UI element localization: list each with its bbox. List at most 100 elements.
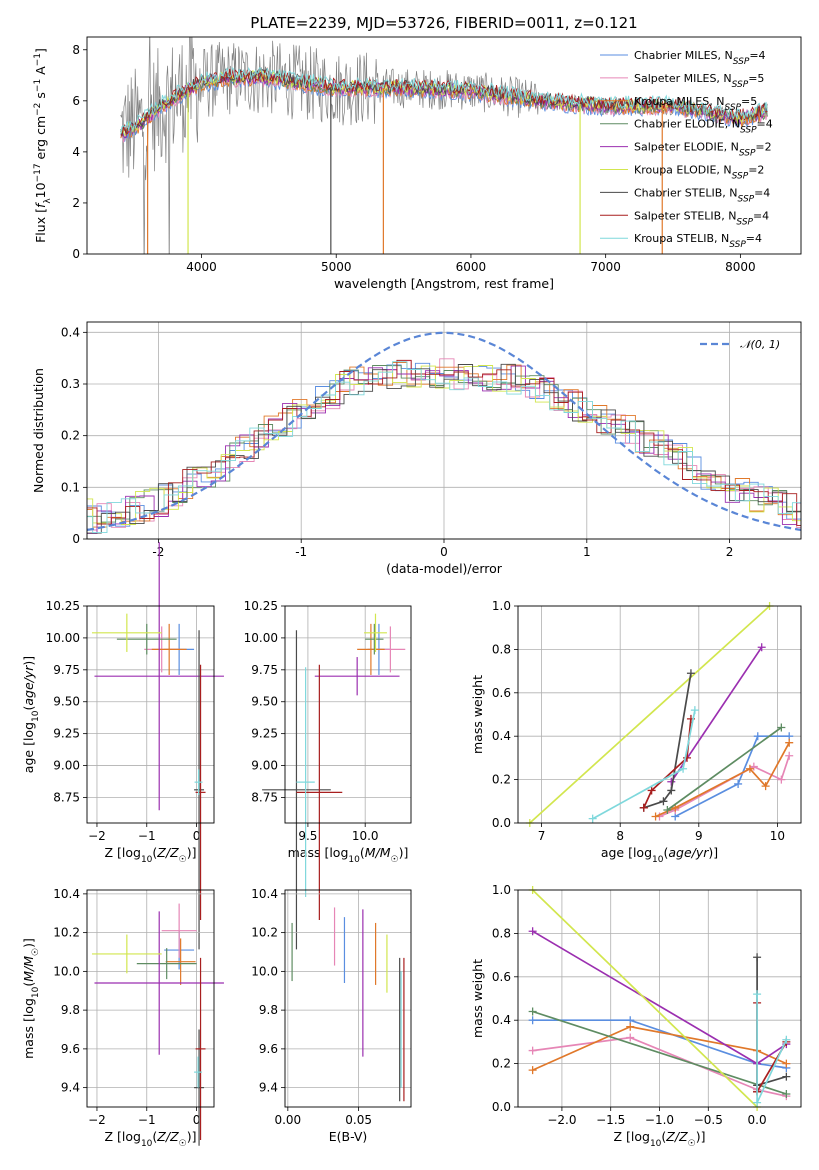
ytick-label-0-0: 0 [72, 247, 80, 261]
ytick-label-1-3: 0.3 [61, 377, 80, 391]
weight-marker-7-6-0 [753, 953, 762, 962]
ytick-label-1-0: 0 [72, 532, 80, 546]
xtick-label-0-2: 6000 [456, 260, 487, 274]
xtick-label-0-3: 7000 [590, 260, 621, 274]
ytick-label-0-3: 6 [72, 94, 80, 108]
weight-marker-4-8-2 [690, 706, 699, 715]
residual-hist-2 [87, 362, 801, 528]
weight-marker-4-7-1 [647, 786, 656, 795]
ytick-label-2-0: 8.75 [53, 790, 80, 804]
ytick-label-7-5: 1.0 [492, 883, 511, 897]
ytick-label-6-2: 9.8 [259, 1003, 278, 1017]
model-spectrum-6 [120, 68, 768, 137]
weight-marker-4-2-3 [761, 782, 770, 791]
xtick-label-4-3: 10 [770, 829, 785, 843]
ytick-label-0-1: 2 [72, 196, 80, 210]
weight-line-4-6 [643, 673, 692, 809]
ytick-label-2-5: 10.00 [46, 631, 80, 645]
ylabel-7: mass weight [470, 959, 485, 1038]
panel-4: 7 8 9 10 0.0 0.2 0.4 0.6 0.8 1.0 age [log10(age/yr… [470, 599, 802, 865]
gaussian-curve [86, 331, 802, 531]
legend-label-5: Kroupa ELODIE, NSSP=2 [634, 164, 764, 182]
weight-marker-7-6-3 [782, 1072, 791, 1081]
ylabel-2: age [log10(age/yr)] [21, 656, 41, 773]
ytick-label-7-1: 0.2 [492, 1057, 511, 1071]
weight-marker-4-3-1 [777, 723, 786, 732]
ytick-label-4-3: 0.6 [492, 686, 511, 700]
xtick-label-1-0: -2 [152, 545, 164, 559]
weight-marker-7-1-1 [626, 1033, 635, 1042]
ytick-label-3-3: 9.50 [251, 695, 278, 709]
weight-marker-4-8-1 [679, 764, 688, 773]
xtick-label-0-1: 5000 [321, 260, 352, 274]
ytick-label-1-2: 0.2 [61, 429, 80, 443]
xtick-label-7-4: 0.0 [748, 1113, 767, 1127]
model-spectrum-8 [120, 66, 768, 135]
xtick-label-1-3: 1 [583, 545, 591, 559]
residual-hist-1 [87, 358, 801, 531]
weight-marker-4-0-1 [734, 779, 743, 788]
weight-marker-4-1-3 [777, 775, 786, 784]
weight-marker-4-6-3 [686, 669, 695, 678]
xtick-label-3-1: 10.0 [352, 829, 379, 843]
legend-label-8: Kroupa STELIB, NSSP=4 [634, 232, 762, 250]
xtick-label-5-1: −1 [138, 1113, 156, 1127]
xlabel-5: Z [log10(Z/Z☉)] [104, 1129, 196, 1149]
residual-hist-7 [87, 359, 801, 526]
weight-marker-4-1-4 [785, 751, 794, 760]
xtick-label-7-1: −1.5 [596, 1113, 625, 1127]
weight-marker-4-2-0 [651, 812, 660, 821]
weight-marker-4-7-0 [639, 803, 648, 812]
ytick-label-0-2: 4 [72, 145, 80, 159]
ytick-label-2-4: 9.75 [53, 663, 80, 677]
ytick-label-3-1: 9.00 [251, 759, 278, 773]
weight-marker-7-4-0 [528, 927, 537, 936]
xlabel-6: E(B-V) [329, 1129, 368, 1144]
ytick-label-4-5: 1.0 [492, 599, 511, 613]
weight-line-7-2 [532, 1025, 787, 1071]
ytick-label-3-0: 8.75 [251, 790, 278, 804]
xtick-label-1-2: 0 [440, 545, 448, 559]
ylabel-1: Normed distribution [31, 368, 46, 493]
weight-marker-4-6-2 [667, 786, 676, 795]
frame-5 [86, 889, 215, 1108]
xlabel-2: Z [log10(Z/Z☉)] [104, 845, 196, 865]
chart-title: PLATE=2239, MJD=53726, FIBERID=0011, z=0… [250, 14, 637, 32]
ytick-label-2-3: 9.50 [53, 695, 80, 709]
residual-hist-4 [87, 365, 801, 534]
ytick-label-3-5: 10.00 [244, 631, 278, 645]
legend-spectrum: Chabrier MILES, NSSP=4 Salpeter MILES, NS… [600, 49, 773, 250]
weight-marker-4-0-2 [753, 732, 762, 741]
panel-7: −2.0 −1.5 −1.0 −0.5 0.0 0.0 0.2 0.4 0.6 0.8 1.0 Z [… [470, 883, 802, 1149]
xtick-label-6-1: 0.05 [345, 1113, 372, 1127]
xlabel-1: (data-model)/error [386, 561, 503, 576]
weight-marker-7-2-3 [782, 1059, 791, 1068]
frame-1 [86, 321, 802, 540]
ylabel-5: mass [log10(M/M☉)] [21, 938, 41, 1059]
xlabel-7: Z [log10(Z/Z☉)] [613, 1129, 705, 1149]
weight-marker-7-2-0 [528, 1066, 537, 1075]
panel-0: 4000 5000 6000 7000 8000 0 2 4 6 8 wavelength [Ang… [33, 36, 802, 291]
weight-line-7-5 [532, 890, 758, 1107]
xtick-label-3-0: 9.5 [298, 829, 317, 843]
frame-6 [284, 889, 412, 1108]
xtick-label-7-2: −1.0 [645, 1113, 674, 1127]
weight-line-4-5 [529, 606, 771, 823]
frame-7 [517, 889, 802, 1108]
ytick-label-4-1: 0.2 [492, 773, 511, 787]
weight-line-4-3 [666, 726, 782, 811]
ytick-label-5-2: 9.8 [61, 1003, 80, 1017]
frame-0 [86, 36, 802, 255]
model-spectrum-4 [120, 71, 768, 138]
frame-2 [86, 605, 215, 824]
panel-1: -2 -1 0 1 2 0 0.1 0.2 0.3 0.4 (data-model)/error No… [31, 321, 802, 576]
panel-2: −2 −1 0 8.75 9.00 9.25 9.50 9.75 10.00 10.25 Z [lo… [21, 542, 224, 950]
residual-hist-3 [87, 365, 801, 523]
ytick-label-7-3: 0.6 [492, 970, 511, 984]
weight-line-7-3 [532, 1010, 787, 1095]
ytick-label-5-0: 9.4 [61, 1081, 80, 1095]
weight-marker-4-4-1 [757, 643, 766, 652]
residual-hist-0 [87, 362, 801, 527]
xtick-label-0-0: 4000 [186, 260, 217, 274]
